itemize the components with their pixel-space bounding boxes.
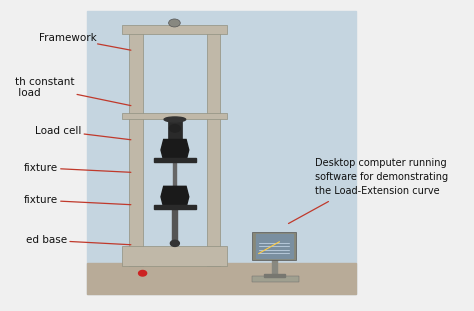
Circle shape bbox=[170, 240, 179, 246]
Bar bbox=[168, 119, 182, 138]
Text: Framework: Framework bbox=[39, 33, 131, 50]
Text: Desktop computer running
software for demonstrating
the Load-Extension curve: Desktop computer running software for de… bbox=[315, 158, 448, 196]
Text: fixture: fixture bbox=[24, 163, 131, 173]
Polygon shape bbox=[161, 139, 189, 160]
Polygon shape bbox=[161, 186, 189, 207]
Ellipse shape bbox=[164, 117, 186, 122]
Bar bbox=[264, 274, 285, 277]
Bar bbox=[253, 232, 296, 260]
Bar bbox=[122, 25, 227, 34]
Bar bbox=[154, 158, 196, 162]
Bar bbox=[122, 113, 227, 119]
Bar bbox=[122, 246, 227, 267]
Bar bbox=[252, 276, 299, 282]
Circle shape bbox=[169, 19, 180, 27]
Bar bbox=[272, 260, 277, 276]
Circle shape bbox=[170, 125, 180, 132]
Bar bbox=[207, 26, 220, 267]
Bar bbox=[154, 205, 196, 208]
Text: th constant
 load: th constant load bbox=[15, 77, 131, 106]
Bar bbox=[87, 263, 356, 294]
Text: fixture: fixture bbox=[24, 195, 131, 205]
Bar bbox=[172, 207, 177, 243]
Bar bbox=[87, 11, 356, 294]
Text: ed base: ed base bbox=[26, 235, 131, 245]
Text: Load cell: Load cell bbox=[35, 126, 131, 140]
Circle shape bbox=[138, 271, 146, 276]
Bar bbox=[129, 26, 143, 267]
Bar bbox=[256, 234, 293, 258]
Bar bbox=[173, 160, 176, 189]
